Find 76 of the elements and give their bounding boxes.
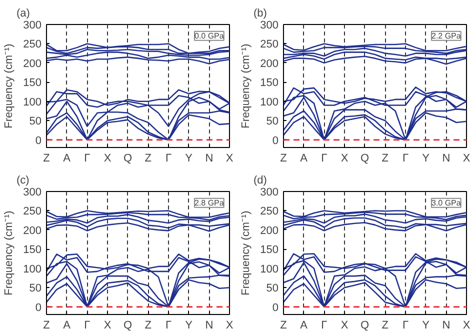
x-tick-label: Γ [321, 320, 328, 332]
chart-title: (c) [16, 174, 30, 186]
x-tick-label: X [462, 320, 471, 332]
x-tick-label: Z [43, 152, 50, 164]
x-tick-label: N [205, 152, 214, 164]
x-tick-label: A [300, 320, 308, 332]
x-tick-label: X [226, 320, 234, 332]
y-tick-label: 150 [23, 244, 42, 256]
x-tick-label: Γ [84, 152, 90, 164]
y-tick-label: 50 [29, 116, 42, 128]
y-tick-label: 100 [23, 263, 42, 276]
y-tick-label: 50 [266, 282, 279, 295]
y-tick-label: 100 [260, 96, 279, 108]
x-tick-label: Z [382, 152, 389, 164]
chart-title: (a) [16, 8, 30, 20]
x-tick-label: Z [280, 320, 288, 332]
x-tick-label: Γ [321, 152, 328, 164]
x-tick-label: N [442, 320, 450, 332]
y-tick-label: 50 [266, 116, 279, 128]
x-tick-label: X [226, 152, 234, 164]
x-tick-label: Y [422, 320, 430, 332]
chart-title: (d) [254, 174, 267, 186]
chart-title: (b) [254, 8, 267, 20]
x-tick-label: Z [144, 152, 152, 164]
x-tick-label: A [63, 320, 72, 332]
x-tick-label: Γ [165, 320, 172, 332]
x-tick-label: N [205, 320, 214, 332]
y-tick-label: 300 [260, 20, 279, 32]
x-tick-label: N [442, 152, 450, 164]
y-tick-label: 200 [23, 58, 42, 70]
y-tick-label: 100 [23, 96, 42, 108]
y-axis-title: Frequency (cm⁻¹) [3, 44, 16, 128]
y-tick-label: 150 [260, 244, 279, 256]
y-tick-label: 200 [260, 58, 279, 70]
x-tick-label: X [104, 152, 112, 164]
y-tick-label: 0 [35, 134, 42, 147]
x-tick-label: Q [124, 152, 133, 164]
x-tick-label: Z [43, 320, 50, 332]
x-tick-label: Y [422, 152, 430, 164]
y-tick-label: 250 [23, 206, 42, 218]
y-axis-title: Frequency (cm⁻¹) [240, 44, 252, 128]
y-tick-label: 200 [23, 224, 42, 237]
x-tick-label: Z [382, 320, 389, 332]
y-axis-title: Frequency (cm⁻¹) [240, 210, 252, 296]
x-tick-label: Γ [402, 152, 409, 164]
y-tick-label: 250 [23, 38, 42, 51]
y-tick-label: 50 [29, 282, 42, 295]
x-tick-label: X [462, 152, 471, 164]
x-tick-label: Q [360, 152, 370, 164]
x-tick-label: X [340, 152, 349, 164]
y-tick-label: 250 [260, 206, 279, 218]
x-tick-label: X [104, 320, 112, 332]
x-tick-label: Q [360, 320, 370, 332]
x-tick-label: A [300, 152, 308, 164]
y-tick-label: 300 [23, 20, 42, 32]
y-tick-label: 100 [260, 263, 279, 276]
x-tick-label: Γ [402, 320, 409, 332]
x-tick-label: Z [144, 320, 152, 332]
y-tick-label: 150 [260, 77, 279, 90]
y-tick-label: 0 [35, 302, 42, 314]
y-axis-title: Frequency (cm⁻¹) [3, 210, 16, 296]
x-tick-label: Q [124, 320, 133, 332]
x-tick-label: X [340, 320, 349, 332]
y-tick-label: 150 [23, 77, 42, 90]
x-tick-label: A [63, 152, 72, 164]
y-tick-label: 300 [23, 186, 42, 198]
x-tick-label: Z [280, 152, 288, 164]
y-tick-label: 0 [272, 302, 279, 314]
x-tick-label: Y [185, 320, 194, 332]
y-tick-label: 0 [272, 134, 279, 147]
x-tick-label: Γ [165, 152, 172, 164]
x-tick-label: Y [185, 152, 194, 164]
y-tick-label: 300 [260, 186, 279, 198]
y-tick-label: 250 [260, 38, 279, 51]
x-tick-label: Γ [84, 320, 90, 332]
y-tick-label: 200 [260, 224, 279, 237]
